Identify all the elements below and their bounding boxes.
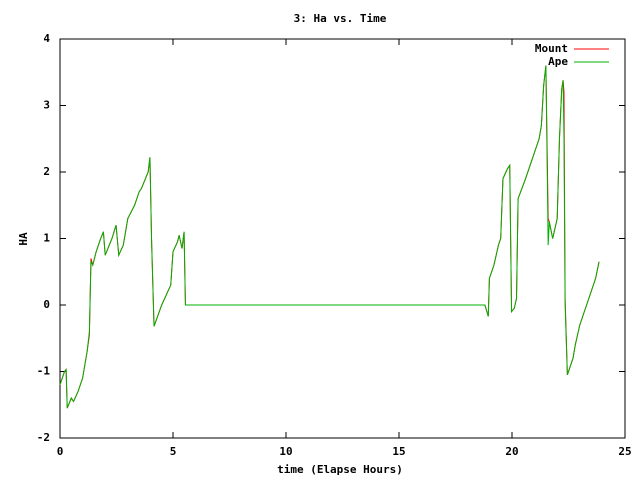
x-axis-label: time (Elapse Hours) [277, 463, 403, 476]
y-tick-label: 4 [43, 32, 50, 45]
legend-label: Ape [548, 55, 568, 68]
x-tick-label: 5 [170, 445, 177, 458]
x-tick-label: 10 [279, 445, 292, 458]
y-tick-label: -1 [37, 365, 51, 378]
chart-title: 3: Ha vs. Time [294, 12, 387, 25]
y-tick-label: 0 [43, 298, 50, 311]
y-tick-label: 2 [43, 165, 50, 178]
y-tick-label: -2 [37, 431, 50, 444]
x-tick-label: 25 [618, 445, 631, 458]
data-line [59, 65, 600, 409]
legend-label: Mount [535, 42, 568, 55]
y-tick-label: 1 [43, 232, 50, 245]
x-tick-label: 0 [57, 445, 64, 458]
y-axis-label: HA [17, 232, 30, 246]
x-tick-label: 15 [392, 445, 405, 458]
y-tick-label: 3 [43, 99, 50, 112]
x-tick-label: 20 [505, 445, 518, 458]
